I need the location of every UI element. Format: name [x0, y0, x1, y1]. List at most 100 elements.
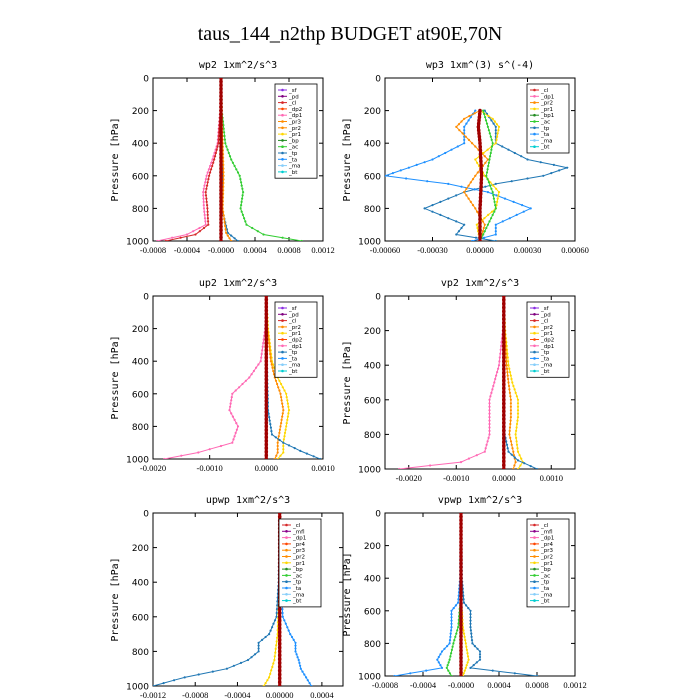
- series-point-tp: [261, 638, 264, 642]
- series-point-cl: [264, 373, 269, 378]
- y-tick-label: 0: [375, 293, 381, 303]
- series-point-cl: [459, 645, 463, 649]
- series-point-pd: [219, 145, 223, 149]
- legend-label: _mfl: [540, 529, 553, 535]
- series-point-cl: [264, 446, 269, 450]
- series-point-pr1: [515, 429, 518, 432]
- series-point-pr2: [269, 356, 272, 359]
- series-point-tp: [268, 419, 271, 422]
- legend-label: _ma: [288, 363, 300, 369]
- series-point-dp1: [203, 213, 206, 216]
- series-point-pr1: [497, 129, 500, 132]
- series-point-cl: [264, 381, 269, 385]
- legend-marker: [285, 536, 288, 539]
- series-point-ac: [236, 171, 240, 174]
- series-point-dp1: [488, 412, 491, 415]
- series-point-cl: [264, 355, 269, 360]
- series-point-ta: [508, 217, 511, 220]
- series-point-pr2: [486, 158, 489, 161]
- legend-label: _cl: [540, 319, 549, 325]
- series-point-dp1: [500, 341, 503, 344]
- series-point-pr2: [277, 435, 280, 438]
- series-point-ac: [482, 233, 485, 236]
- legend-marker: [533, 561, 536, 565]
- series-point-dp1: [475, 454, 478, 457]
- series-point-cl: [264, 330, 269, 335]
- series-line-dp1: [164, 296, 267, 459]
- series-point-cl: [502, 409, 506, 414]
- series-point-ac: [457, 626, 460, 629]
- series-point-cl: [478, 203, 483, 207]
- legend: _cl_mfl_dp1_pr4_pr3_pr2_pr1_bp_ac_tp_ta_…: [278, 518, 322, 608]
- series-point-ta: [308, 682, 311, 685]
- series-point-ac: [445, 666, 448, 670]
- series-point-dp1: [492, 384, 495, 388]
- x-tick-label: -0.0008: [372, 680, 398, 690]
- series-point-tp: [505, 440, 508, 443]
- series-point-pr1: [506, 356, 509, 359]
- series-point-cl: [264, 399, 269, 403]
- legend-marker: [533, 574, 536, 577]
- legend-marker: [533, 132, 536, 136]
- series-point-pr2: [468, 114, 471, 118]
- series-point-dp1: [205, 174, 208, 177]
- series-point-cl: [164, 239, 167, 241]
- legend-label: _pr2: [288, 126, 301, 132]
- series-point-cl: [478, 235, 482, 240]
- series-point-ta: [301, 670, 304, 673]
- series-point-pr2: [506, 374, 509, 377]
- series-point-ac: [452, 642, 455, 645]
- legend-label: _ac: [540, 573, 550, 579]
- series-point-ta: [281, 615, 284, 618]
- series-point-pr1: [497, 191, 501, 194]
- x-tick-label: -0.0004: [410, 680, 437, 690]
- series-point-pr1: [516, 398, 520, 401]
- legend-label: _tp: [288, 151, 298, 157]
- y-tick-label: 200: [132, 107, 149, 117]
- legend-label: _pr1: [288, 132, 301, 138]
- series-point-pr2: [469, 200, 472, 203]
- x-tick-label: 0.0004: [310, 690, 334, 700]
- series-point-pd: [219, 141, 223, 145]
- series-point-cl: [502, 296, 506, 298]
- legend-label: _cl: [540, 523, 549, 529]
- series-point-pr1: [495, 123, 498, 126]
- y-tick-label: 1000: [358, 673, 381, 683]
- series-point-pr1: [516, 402, 520, 405]
- series-point-tp: [312, 455, 315, 458]
- series-point-pr2: [513, 464, 516, 467]
- series-point-pr2: [281, 402, 284, 405]
- series-point-dp1: [232, 438, 235, 441]
- legend-marker: [281, 369, 284, 373]
- series-point-pr1: [497, 125, 501, 128]
- series-point-pr2: [465, 194, 468, 197]
- series-point-tp: [455, 194, 458, 197]
- series-point-ta: [423, 161, 426, 164]
- series-point-ac: [456, 629, 459, 632]
- series-point-tp: [469, 622, 472, 625]
- legend-marker: [533, 145, 536, 148]
- y-tick-label: 1000: [126, 683, 149, 693]
- series-point-pr2: [506, 371, 509, 374]
- series-point-cl: [264, 315, 269, 320]
- series-point-dp1: [204, 223, 207, 226]
- series-point-dp1: [259, 360, 262, 363]
- series-point-ac: [238, 174, 241, 177]
- y-tick-label: 0: [375, 510, 381, 520]
- series-point-ta: [521, 204, 524, 207]
- series-point-dp1: [231, 415, 234, 418]
- series-point-tp: [162, 682, 165, 685]
- y-tick-label: 800: [364, 205, 381, 215]
- series-point-cl: [459, 525, 463, 530]
- series-point-dp1: [219, 444, 223, 448]
- series-point-ta: [407, 166, 410, 169]
- series-point-pr1: [515, 436, 518, 439]
- series-point-pr2: [509, 405, 512, 408]
- series-point-ta: [529, 207, 532, 210]
- series-point-pr2: [474, 145, 477, 148]
- series-point-pr2: [507, 377, 510, 381]
- legend-marker: [533, 306, 536, 310]
- series-point-cl: [213, 158, 216, 161]
- series-point-tp: [491, 669, 494, 672]
- series-point-tp: [423, 207, 426, 210]
